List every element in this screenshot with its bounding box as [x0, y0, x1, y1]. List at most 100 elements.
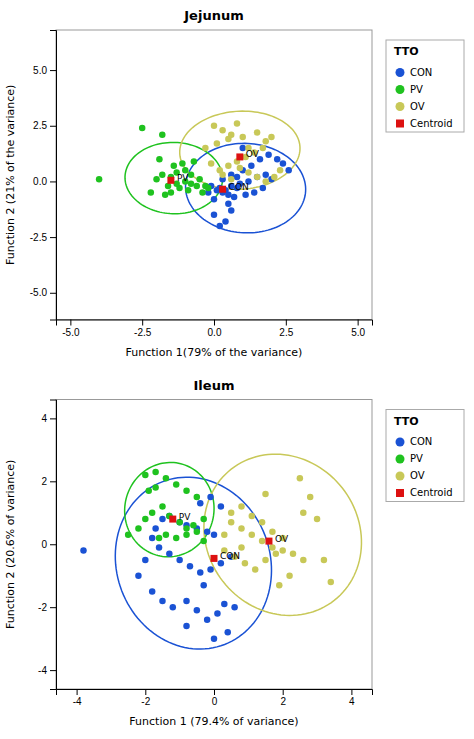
legend-swatch — [396, 455, 405, 464]
point — [196, 176, 203, 183]
point — [80, 547, 87, 554]
tick: 5.0 — [351, 320, 365, 338]
point — [274, 156, 281, 163]
point — [173, 535, 180, 542]
point — [152, 525, 159, 532]
point — [207, 566, 214, 573]
point — [254, 129, 261, 136]
point — [194, 183, 201, 190]
point — [148, 189, 155, 196]
legend-label: CON — [410, 436, 432, 447]
plot-frame — [56, 30, 372, 320]
ellipse — [204, 454, 362, 615]
point — [202, 183, 209, 190]
tick: -2.5 — [30, 232, 56, 243]
point — [307, 494, 314, 501]
point — [197, 569, 204, 576]
point — [260, 185, 267, 192]
point — [252, 566, 259, 573]
point — [228, 207, 235, 214]
point — [200, 538, 207, 545]
point — [297, 475, 304, 482]
tick-mark — [50, 126, 56, 127]
point — [166, 550, 173, 557]
tick-label: -5.0 — [62, 327, 80, 338]
point — [242, 560, 249, 567]
series — [125, 469, 207, 545]
tick-label: 0 — [41, 539, 47, 550]
point — [242, 192, 249, 199]
title: Jejunum — [183, 8, 243, 23]
point — [254, 174, 261, 181]
tick: 2.5 — [33, 120, 56, 131]
legend-title: TTO — [394, 45, 419, 58]
point — [245, 169, 252, 176]
point — [228, 510, 235, 517]
point — [249, 532, 256, 539]
point — [135, 525, 142, 532]
tick-label: 5.0 — [351, 327, 365, 338]
point — [248, 163, 255, 170]
y-axis-title: Function 2 (20.6% of variance) — [4, 460, 17, 629]
y-axis: -4 -2 0 2 4 — [38, 400, 56, 690]
centroid-marker — [169, 516, 176, 523]
point — [262, 178, 269, 185]
point — [156, 156, 163, 163]
legend-label: Centroid — [410, 487, 453, 498]
legend-swatch — [396, 120, 404, 128]
tick-mark — [50, 293, 56, 294]
point — [183, 488, 190, 495]
tick: -4 — [38, 665, 56, 676]
tick: 2 — [41, 476, 56, 487]
point — [200, 582, 207, 589]
point — [211, 123, 218, 130]
centroid-marker — [211, 555, 218, 562]
ellipse — [180, 111, 300, 189]
ellipse — [125, 142, 223, 213]
ellipse — [115, 477, 271, 649]
point — [237, 165, 244, 172]
point — [211, 212, 218, 219]
tick-label: 2.5 — [279, 327, 293, 338]
tick: 0.0 — [33, 176, 56, 187]
tick-label: 2 — [41, 476, 47, 487]
point — [262, 491, 269, 498]
tick-mark — [50, 607, 56, 608]
point — [225, 136, 232, 143]
tick-mark — [50, 70, 56, 71]
legend-frame — [386, 40, 464, 132]
tick-mark — [50, 544, 56, 545]
plot-area — [96, 111, 306, 233]
tick-mark — [351, 689, 352, 695]
tick-label: -2 — [38, 602, 47, 613]
legend-frame — [386, 410, 464, 502]
point — [163, 475, 170, 482]
point — [224, 629, 231, 636]
point — [163, 532, 170, 539]
point — [234, 174, 241, 181]
panel: -5.0-2.50.02.55.0-5.0-2.50.02.55.0CONPVO… — [4, 8, 464, 359]
tick-mark — [50, 181, 56, 182]
panel: -4-2024-4-2024CONPVOVIleumFunction 1 (79… — [4, 378, 464, 729]
point — [156, 544, 163, 551]
legend-swatch — [396, 85, 405, 94]
tick: 4 — [41, 413, 56, 424]
point — [96, 176, 103, 183]
tick: 2.5 — [279, 320, 293, 338]
point — [211, 635, 218, 642]
tick: -2 — [141, 689, 150, 707]
point — [149, 535, 156, 542]
annotation: OV — [246, 149, 260, 159]
point — [202, 145, 209, 152]
point — [300, 557, 307, 564]
tick-mark — [214, 320, 215, 326]
tick-mark — [70, 320, 71, 326]
point — [208, 160, 215, 167]
point — [152, 469, 159, 476]
point — [159, 516, 166, 523]
tick-label: -2.5 — [134, 327, 152, 338]
series — [96, 125, 212, 198]
point — [153, 176, 160, 183]
point — [268, 134, 275, 141]
point — [199, 189, 206, 196]
